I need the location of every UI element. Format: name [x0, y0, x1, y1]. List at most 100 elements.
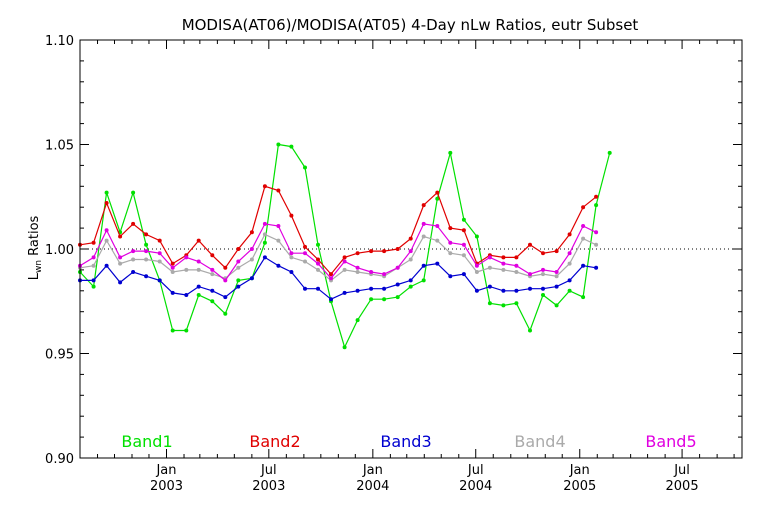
data-point-band5-16: [289, 251, 294, 256]
data-point-band5-1: [91, 255, 96, 260]
data-point-band5-17: [303, 251, 307, 256]
data-point-band4-1: [91, 263, 96, 268]
data-point-band5-37: [567, 251, 572, 256]
data-point-band2-10: [210, 253, 215, 258]
data-point-band3-31: [487, 284, 492, 289]
data-point-band1-24: [395, 295, 400, 300]
data-point-band3-34: [528, 286, 532, 291]
data-point-band3-12: [236, 284, 241, 289]
data-point-band5-8: [184, 255, 189, 260]
data-point-band4-27: [435, 238, 440, 243]
data-point-band3-36: [554, 284, 559, 289]
data-point-band1-5: [144, 242, 149, 247]
x-tick-month: Jan: [362, 463, 383, 478]
data-point-band4-12: [236, 265, 241, 270]
data-point-band3-13: [249, 276, 254, 281]
series-line-band2: [79, 185, 597, 276]
x-tick-year: 2005: [563, 479, 596, 494]
data-point-band1-29: [461, 217, 466, 222]
x-tick-month: Jan: [569, 463, 590, 478]
data-point-band4-15: [276, 238, 281, 243]
data-point-band2-15: [276, 188, 281, 193]
data-point-band5-36: [554, 270, 559, 274]
data-point-band5-27: [435, 224, 440, 228]
data-point-band3-25: [408, 278, 413, 283]
data-point-band2-6: [157, 238, 162, 243]
data-point-band1-27: [435, 196, 440, 201]
data-point-band2-4: [131, 221, 136, 226]
data-point-band4-8: [184, 267, 189, 272]
data-point-band2-25: [408, 236, 413, 241]
data-point-band1-36: [554, 303, 559, 308]
data-point-band3-11: [223, 295, 228, 300]
axis-layer: 0.900.951.001.051.10Jan2003Jul2003Jan200…: [45, 34, 743, 494]
data-point-band4-31: [487, 265, 492, 270]
x-tick-month: Jul: [467, 463, 484, 478]
series-band4: [78, 232, 599, 283]
data-point-band5-11: [223, 278, 228, 283]
data-point-band5-28: [448, 240, 453, 245]
x-tick-month: Jul: [673, 463, 690, 478]
series-line-band4: [79, 233, 597, 282]
series-band2: [78, 184, 599, 277]
data-point-band5-33: [514, 263, 519, 268]
data-point-band3-33: [514, 288, 519, 293]
data-point-band2-34: [528, 242, 532, 247]
data-point-band1-9: [196, 293, 201, 297]
data-point-band1-7: [170, 328, 175, 333]
data-point-band2-2: [104, 201, 109, 205]
data-point-band1-35: [541, 293, 545, 297]
data-point-band5-10: [210, 267, 215, 272]
data-point-band3-4: [131, 270, 136, 274]
data-point-band1-31: [487, 301, 492, 306]
legend-label-band4: Band4: [514, 432, 565, 451]
data-point-band4-36: [554, 274, 559, 279]
data-point-band4-28: [448, 251, 453, 256]
data-point-band4-4: [131, 257, 136, 262]
x-tick-year: 2004: [356, 479, 389, 494]
data-point-band2-16: [289, 213, 294, 218]
data-point-band3-28: [448, 274, 453, 279]
data-point-band1-40: [607, 150, 612, 155]
data-point-band2-38: [581, 205, 586, 210]
x-tick-year: 2003: [150, 479, 183, 494]
series-band5: [78, 221, 599, 283]
data-point-band2-9: [196, 238, 201, 243]
data-point-band4-30: [474, 270, 479, 274]
x-tick-year: 2003: [252, 479, 285, 494]
data-point-band5-24: [395, 265, 400, 270]
data-point-band4-32: [501, 267, 506, 272]
data-point-band4-6: [157, 259, 162, 264]
data-point-band1-37: [567, 288, 572, 293]
data-point-band1-16: [289, 144, 294, 149]
data-point-band1-38: [581, 295, 586, 300]
data-point-band1-17: [303, 165, 307, 170]
data-point-band3-15: [276, 263, 281, 268]
data-point-band2-35: [541, 251, 545, 256]
data-point-band3-9: [196, 284, 201, 289]
series-layer: [78, 142, 612, 350]
data-point-band2-36: [554, 249, 559, 254]
data-point-band3-8: [184, 293, 189, 297]
data-point-band2-7: [170, 261, 175, 266]
data-point-band1-18: [316, 242, 320, 247]
data-point-band3-22: [369, 286, 374, 291]
data-point-band3-26: [421, 263, 426, 268]
data-point-band5-34: [528, 272, 532, 277]
data-point-band4-17: [303, 259, 307, 264]
data-point-band3-23: [382, 286, 387, 291]
data-point-band2-5: [144, 232, 149, 237]
y-axis-label: Lwn Ratios: [27, 215, 44, 280]
series-line-band3: [80, 256, 597, 300]
data-point-band5-6: [157, 251, 162, 256]
data-point-band5-2: [104, 228, 109, 233]
x-tick-year: 2005: [666, 479, 699, 494]
data-point-band2-28: [448, 226, 453, 231]
data-point-band3-38: [581, 263, 586, 268]
data-point-band1-14: [262, 240, 267, 245]
data-point-band1-15: [276, 142, 281, 147]
y-axis-label-subscript: wn: [34, 260, 44, 273]
data-point-band3-6: [157, 278, 162, 283]
x-tick-month: Jan: [155, 463, 176, 478]
